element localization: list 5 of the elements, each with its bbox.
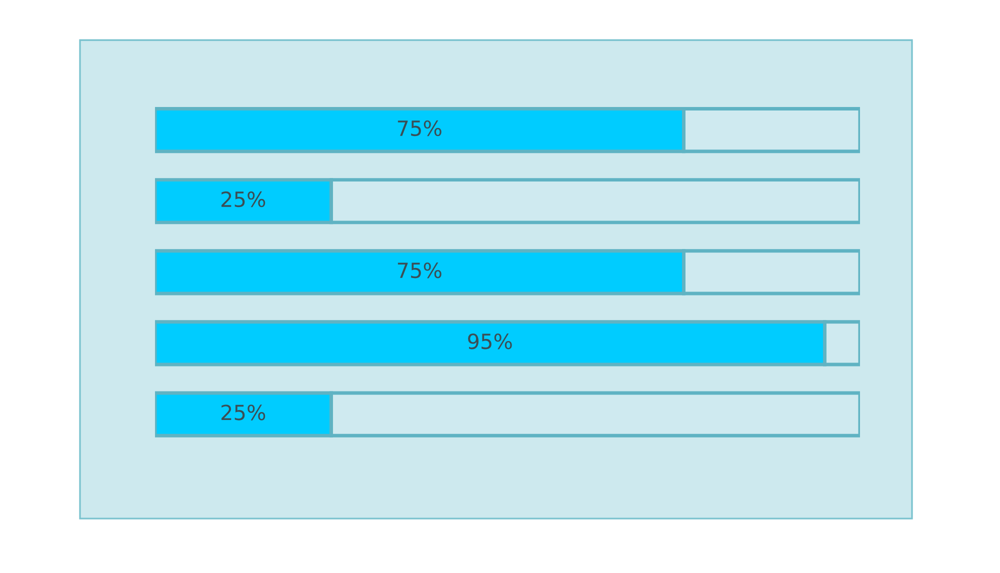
data-label: 25% xyxy=(222,404,266,420)
data-label: 95% xyxy=(468,334,512,350)
data-label: 75% xyxy=(398,120,442,136)
data-label: 25% xyxy=(222,191,266,208)
data-label: 75% xyxy=(398,262,442,278)
